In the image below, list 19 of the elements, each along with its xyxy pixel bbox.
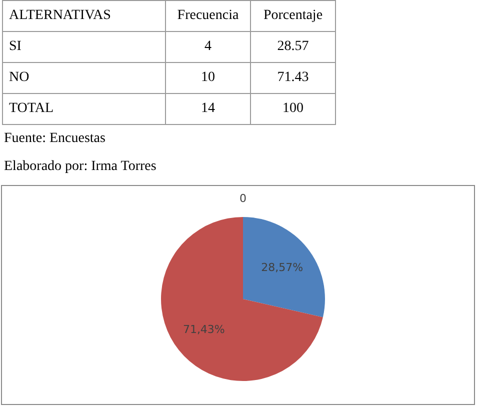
text: ALTERNATIVAS [2,0,166,32]
text: Frecuencia [166,0,250,32]
text: Elaborado por: Irma Torres [4,159,158,176]
text: 14 [166,94,250,124]
text: 71.43 [250,62,336,94]
text: 10 [166,62,250,94]
data-label: 71,43% [182,323,225,336]
text: 28.57 [250,32,336,62]
source-note: Fuente: Encuestas [4,131,106,148]
text: SI [2,32,166,62]
text: 100 [250,94,336,124]
text: NO [2,62,166,94]
text: 4 [166,32,250,62]
pie-slice [243,217,325,318]
data-label: 28,57% [261,260,304,274]
text: 0 [240,192,246,205]
text: TOTAL [2,94,166,124]
pie-slice [161,217,323,381]
text: Porcentaje [250,0,336,32]
